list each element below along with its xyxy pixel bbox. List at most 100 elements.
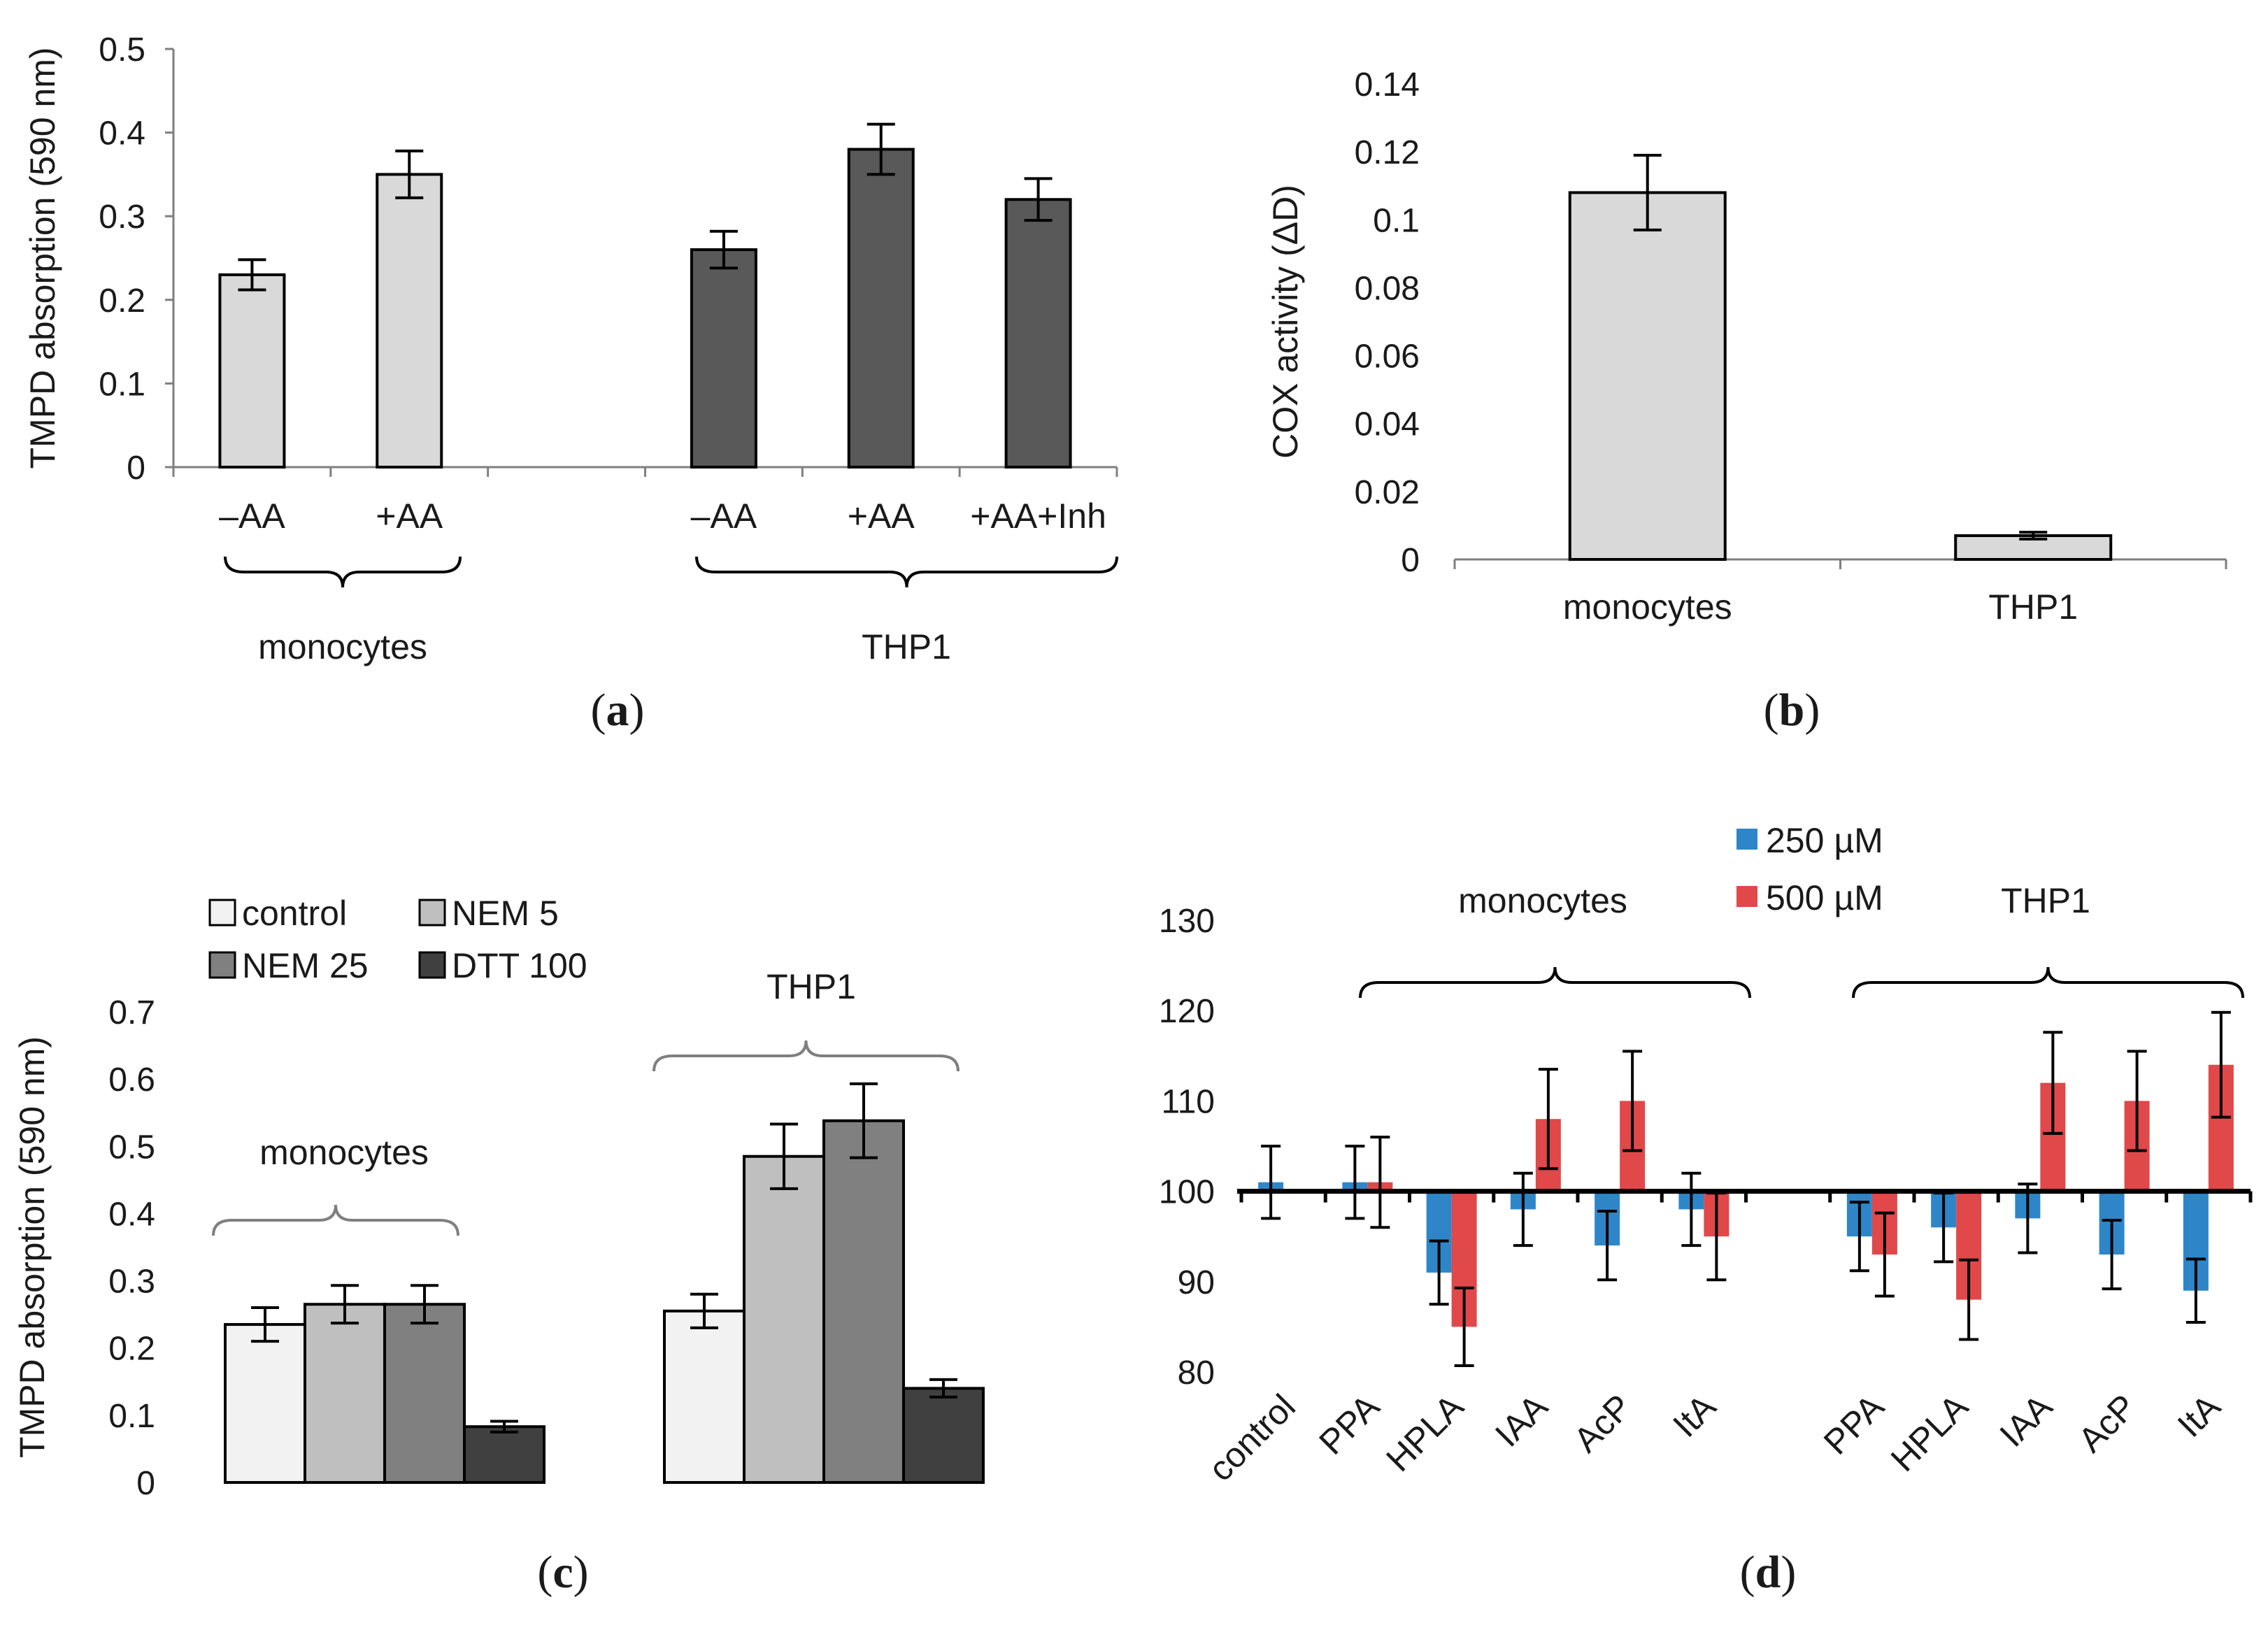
group-label: THP1 bbox=[862, 627, 951, 666]
y-tick-label: 0.1 bbox=[108, 1398, 155, 1435]
error-bar bbox=[1538, 1068, 1558, 1171]
bar bbox=[383, 1303, 466, 1484]
panel-label: (b) bbox=[1764, 685, 1820, 736]
legend-swatch bbox=[1736, 886, 1757, 907]
x-category-label: THP1 bbox=[1988, 587, 2078, 627]
group-brace bbox=[652, 1040, 960, 1072]
x-category-label: ItA bbox=[2170, 1387, 2228, 1445]
bar bbox=[304, 1303, 386, 1484]
x-category-label: control bbox=[1201, 1387, 1303, 1489]
error-bar bbox=[709, 229, 738, 270]
x-category-label: –AA bbox=[219, 496, 285, 536]
error-bar bbox=[2018, 1182, 2038, 1254]
y-tick-label: 0.5 bbox=[99, 31, 145, 69]
error-bar bbox=[1454, 1286, 1474, 1367]
group-brace bbox=[212, 1204, 459, 1236]
legend-swatch bbox=[208, 951, 236, 979]
y-tick-label: 0.1 bbox=[99, 366, 145, 403]
panel-paren: ) bbox=[629, 685, 645, 736]
legend-swatch bbox=[418, 899, 446, 927]
x-category-label: +AA bbox=[376, 496, 443, 536]
x-category-label: AcP bbox=[1566, 1387, 1639, 1459]
group-label: monocytes bbox=[1458, 881, 1627, 920]
y-tick-label: 0.4 bbox=[99, 115, 145, 152]
y-tick-label: 0.6 bbox=[108, 1061, 155, 1099]
y-tick-label: 110 bbox=[1161, 1083, 1215, 1120]
error-bar bbox=[2043, 1031, 2063, 1135]
y-tick-label: 80 bbox=[1178, 1354, 1215, 1392]
y-tick-label: 0.5 bbox=[108, 1129, 155, 1166]
panel-c-chart: 0 0.1 0.2 0.3 0.4 0.5 0.6 0.7 control NEM 5 NEM 25… bbox=[13, 894, 985, 1598]
bar bbox=[1004, 198, 1072, 469]
panel-a-chart: 0 0.1 0.2 0.3 0.4 0.5 –AA +AA –AA +AA +AA+Inh monoc… bbox=[23, 31, 1118, 736]
error-bar bbox=[1024, 177, 1053, 222]
panel-paren: ) bbox=[1804, 685, 1820, 736]
y-tick-label: 0.02 bbox=[1355, 474, 1420, 511]
y-tick-label: 0.2 bbox=[99, 283, 145, 320]
x-category-label: –AA bbox=[691, 496, 757, 536]
panel-paren: ( bbox=[1764, 685, 1779, 736]
legend-label: 500 µM bbox=[1766, 878, 1883, 917]
y-axis-title: COX activity (ΔD) bbox=[1266, 185, 1305, 459]
bar bbox=[376, 173, 443, 469]
group-label: monocytes bbox=[258, 627, 427, 666]
panel-paren: ( bbox=[591, 685, 606, 736]
x-category-label: IAA bbox=[1488, 1387, 1555, 1454]
panel-paren: ) bbox=[573, 1547, 589, 1598]
panel-letter: b bbox=[1779, 685, 1805, 736]
y-tick-label: 0.04 bbox=[1355, 406, 1420, 443]
error-bar bbox=[1633, 154, 1662, 231]
group-brace bbox=[695, 556, 1118, 588]
y-axis-title: TMPD absorption (590 nm) bbox=[13, 1036, 52, 1458]
x-category-label: +AA bbox=[848, 496, 915, 536]
bar bbox=[224, 1323, 306, 1485]
bar bbox=[822, 1119, 905, 1485]
x-category-label: HPLA bbox=[1883, 1387, 1976, 1479]
group-label: monocytes bbox=[259, 1133, 429, 1172]
y-tick-label: 0.08 bbox=[1355, 270, 1420, 307]
panel-paren: ) bbox=[1781, 1547, 1796, 1598]
x-category-label: PPA bbox=[1311, 1387, 1387, 1462]
legend-label: DTT 100 bbox=[452, 946, 587, 985]
bar bbox=[1568, 191, 1727, 561]
error-bar bbox=[251, 1306, 279, 1343]
error-bar bbox=[1622, 1050, 1643, 1152]
error-bar bbox=[411, 1284, 438, 1325]
panel-label: (a) bbox=[591, 685, 645, 736]
y-tick-label: 0.06 bbox=[1355, 338, 1420, 376]
legend-label: NEM 25 bbox=[242, 946, 369, 985]
y-tick-label: 0 bbox=[127, 450, 145, 487]
y-tick-label: 0.14 bbox=[1355, 66, 1420, 103]
y-tick-label: 120 bbox=[1159, 993, 1215, 1030]
y-tick-label: 0.4 bbox=[108, 1196, 155, 1233]
legend-label: NEM 5 bbox=[452, 894, 559, 933]
group-label: THP1 bbox=[766, 967, 856, 1006]
error-bar bbox=[1345, 1145, 1365, 1220]
legend-swatch bbox=[1736, 829, 1757, 850]
group-label: THP1 bbox=[2001, 881, 2090, 920]
bar bbox=[463, 1425, 545, 1484]
y-tick-label: 0 bbox=[1401, 542, 1420, 579]
y-tick-label: 0.3 bbox=[99, 199, 145, 236]
bar bbox=[847, 148, 915, 469]
error-bar bbox=[1597, 1210, 1618, 1282]
error-bar bbox=[1513, 1171, 1533, 1247]
error-bar bbox=[2211, 1010, 2231, 1119]
error-bar bbox=[331, 1284, 359, 1325]
panel-b-chart: 0 0.02 0.04 0.06 0.08 0.1 0.12 0.14 monocytes THP… bbox=[1266, 66, 2227, 736]
error-bar bbox=[2019, 531, 2048, 541]
bar bbox=[663, 1309, 746, 1484]
error-bar bbox=[866, 122, 895, 176]
error-bar bbox=[1261, 1145, 1281, 1220]
error-bar bbox=[1874, 1211, 1895, 1298]
x-category-label: IAA bbox=[1992, 1387, 2060, 1454]
x-category-label: AcP bbox=[2071, 1387, 2144, 1459]
error-bar bbox=[770, 1122, 798, 1190]
y-tick-label: 130 bbox=[1159, 903, 1215, 940]
y-tick-label: 0.1 bbox=[1373, 202, 1420, 239]
bar bbox=[902, 1387, 985, 1485]
bar bbox=[690, 248, 757, 469]
group-brace bbox=[224, 556, 462, 588]
